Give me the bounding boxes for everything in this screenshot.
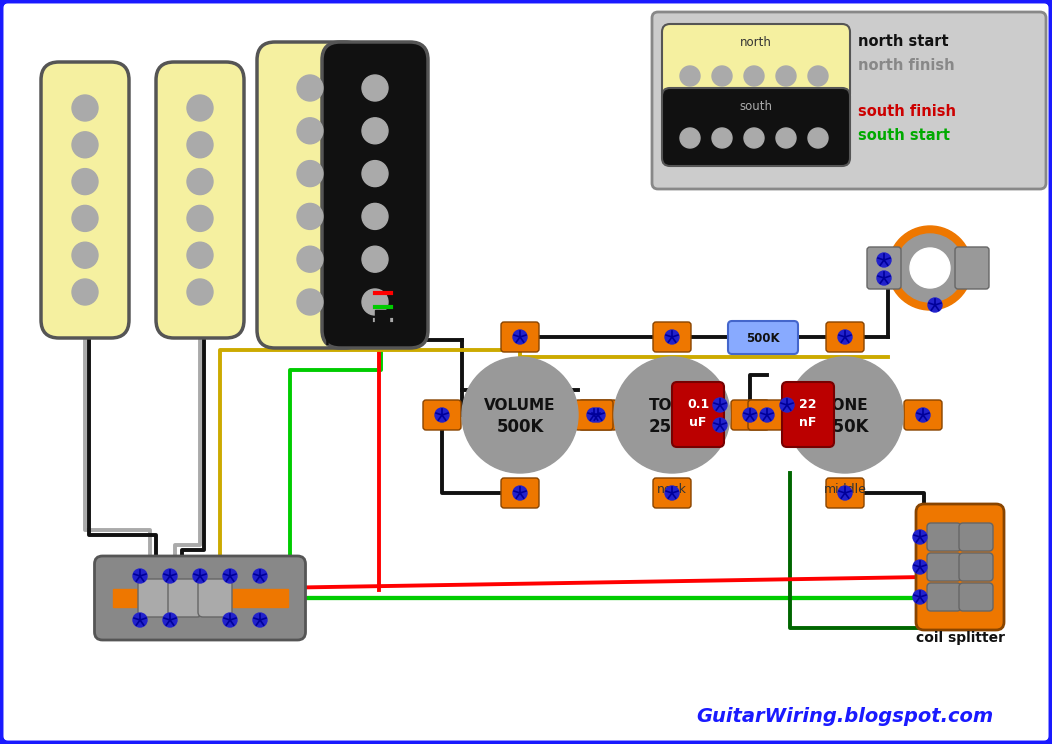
Circle shape bbox=[297, 246, 323, 272]
Circle shape bbox=[72, 279, 98, 305]
FancyBboxPatch shape bbox=[423, 400, 461, 430]
Text: north finish: north finish bbox=[858, 58, 954, 73]
FancyBboxPatch shape bbox=[156, 62, 244, 338]
Circle shape bbox=[614, 357, 730, 473]
Text: HOT: HOT bbox=[165, 325, 195, 338]
FancyBboxPatch shape bbox=[198, 579, 232, 617]
Circle shape bbox=[187, 132, 213, 158]
FancyBboxPatch shape bbox=[579, 400, 618, 430]
FancyBboxPatch shape bbox=[662, 88, 850, 166]
FancyBboxPatch shape bbox=[826, 478, 864, 508]
FancyBboxPatch shape bbox=[501, 322, 539, 352]
Circle shape bbox=[187, 243, 213, 268]
Text: HOT: HOT bbox=[325, 335, 357, 348]
FancyBboxPatch shape bbox=[95, 556, 305, 640]
Circle shape bbox=[297, 75, 323, 101]
Circle shape bbox=[877, 271, 891, 285]
Text: nF: nF bbox=[800, 417, 816, 429]
Text: neck: neck bbox=[658, 483, 687, 496]
Circle shape bbox=[187, 279, 213, 305]
Circle shape bbox=[133, 613, 147, 627]
Circle shape bbox=[72, 95, 98, 121]
Circle shape bbox=[712, 128, 732, 148]
Text: coil splitter: coil splitter bbox=[915, 631, 1005, 645]
Text: north: north bbox=[740, 36, 772, 49]
Circle shape bbox=[787, 357, 903, 473]
Circle shape bbox=[913, 560, 927, 574]
Text: south finish: south finish bbox=[858, 104, 956, 119]
Circle shape bbox=[838, 486, 852, 500]
FancyBboxPatch shape bbox=[662, 24, 850, 102]
Circle shape bbox=[808, 66, 828, 86]
Circle shape bbox=[252, 613, 267, 627]
Text: 22: 22 bbox=[800, 399, 816, 411]
Circle shape bbox=[877, 253, 891, 267]
Bar bbox=[375, 310, 389, 324]
Circle shape bbox=[462, 357, 578, 473]
Circle shape bbox=[223, 613, 237, 627]
Circle shape bbox=[744, 66, 764, 86]
Text: VOLUME: VOLUME bbox=[484, 397, 555, 412]
FancyBboxPatch shape bbox=[904, 400, 942, 430]
Text: HOT: HOT bbox=[50, 325, 80, 338]
Circle shape bbox=[713, 418, 727, 432]
Circle shape bbox=[913, 590, 927, 604]
Circle shape bbox=[193, 569, 207, 583]
Circle shape bbox=[362, 289, 388, 315]
FancyBboxPatch shape bbox=[653, 322, 691, 352]
FancyBboxPatch shape bbox=[927, 523, 960, 551]
Circle shape bbox=[362, 118, 388, 144]
FancyBboxPatch shape bbox=[959, 523, 993, 551]
Circle shape bbox=[223, 569, 237, 583]
FancyBboxPatch shape bbox=[168, 579, 202, 617]
FancyBboxPatch shape bbox=[653, 478, 691, 508]
Circle shape bbox=[838, 330, 852, 344]
Circle shape bbox=[713, 398, 727, 412]
Circle shape bbox=[910, 248, 950, 288]
Circle shape bbox=[780, 398, 794, 412]
Circle shape bbox=[888, 226, 972, 310]
Circle shape bbox=[72, 169, 98, 195]
Circle shape bbox=[163, 569, 177, 583]
Circle shape bbox=[776, 128, 796, 148]
Circle shape bbox=[913, 530, 927, 544]
Circle shape bbox=[72, 132, 98, 158]
Circle shape bbox=[187, 169, 213, 195]
Circle shape bbox=[916, 408, 930, 422]
Text: south start: south start bbox=[858, 128, 950, 143]
FancyBboxPatch shape bbox=[257, 42, 363, 348]
FancyBboxPatch shape bbox=[322, 42, 428, 348]
Circle shape bbox=[252, 569, 267, 583]
Circle shape bbox=[72, 243, 98, 268]
FancyBboxPatch shape bbox=[138, 579, 171, 617]
FancyBboxPatch shape bbox=[959, 553, 993, 581]
Circle shape bbox=[72, 205, 98, 231]
Circle shape bbox=[362, 161, 388, 187]
Circle shape bbox=[591, 408, 605, 422]
Circle shape bbox=[434, 408, 449, 422]
FancyBboxPatch shape bbox=[575, 400, 613, 430]
Circle shape bbox=[680, 66, 700, 86]
FancyBboxPatch shape bbox=[927, 553, 960, 581]
Text: uF: uF bbox=[689, 417, 707, 429]
Circle shape bbox=[297, 203, 323, 229]
FancyBboxPatch shape bbox=[916, 504, 1004, 630]
Circle shape bbox=[665, 486, 679, 500]
FancyBboxPatch shape bbox=[748, 400, 786, 430]
Text: 0.1: 0.1 bbox=[687, 399, 709, 411]
FancyBboxPatch shape bbox=[731, 400, 769, 430]
Circle shape bbox=[776, 66, 796, 86]
Circle shape bbox=[808, 128, 828, 148]
FancyBboxPatch shape bbox=[927, 583, 960, 611]
Text: 250K: 250K bbox=[648, 418, 695, 436]
FancyBboxPatch shape bbox=[959, 583, 993, 611]
Circle shape bbox=[362, 246, 388, 272]
Text: GuitarWiring.blogspot.com: GuitarWiring.blogspot.com bbox=[696, 707, 994, 726]
Circle shape bbox=[665, 330, 679, 344]
Circle shape bbox=[362, 75, 388, 101]
Text: 250K: 250K bbox=[822, 418, 869, 436]
FancyBboxPatch shape bbox=[41, 62, 129, 338]
Circle shape bbox=[928, 298, 942, 312]
FancyBboxPatch shape bbox=[826, 322, 864, 352]
